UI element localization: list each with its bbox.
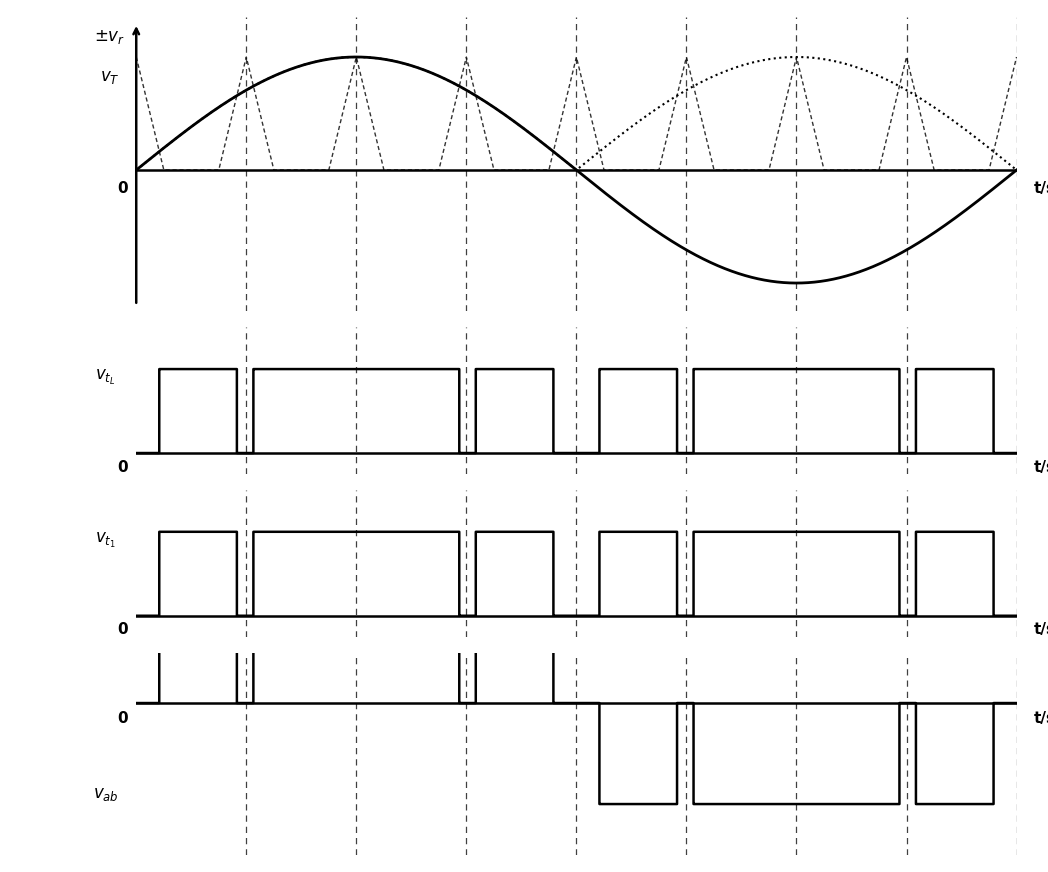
Text: $v_{ab}$: $v_{ab}$ (92, 785, 118, 803)
Text: 0: 0 (116, 181, 128, 196)
Text: 0: 0 (116, 712, 128, 726)
Text: $v_{t_1}$: $v_{t_1}$ (95, 531, 116, 549)
Text: $v_T$: $v_T$ (100, 68, 119, 86)
Text: 0: 0 (116, 460, 128, 474)
Text: t/s: t/s (1034, 181, 1048, 196)
Text: 0: 0 (116, 623, 128, 637)
Text: t/s: t/s (1034, 460, 1048, 474)
Text: $v_{t_L}$: $v_{t_L}$ (95, 368, 115, 387)
Text: t/s: t/s (1034, 712, 1048, 726)
Text: $\pm v_r$: $\pm v_r$ (94, 28, 126, 45)
Text: t/s: t/s (1034, 623, 1048, 637)
